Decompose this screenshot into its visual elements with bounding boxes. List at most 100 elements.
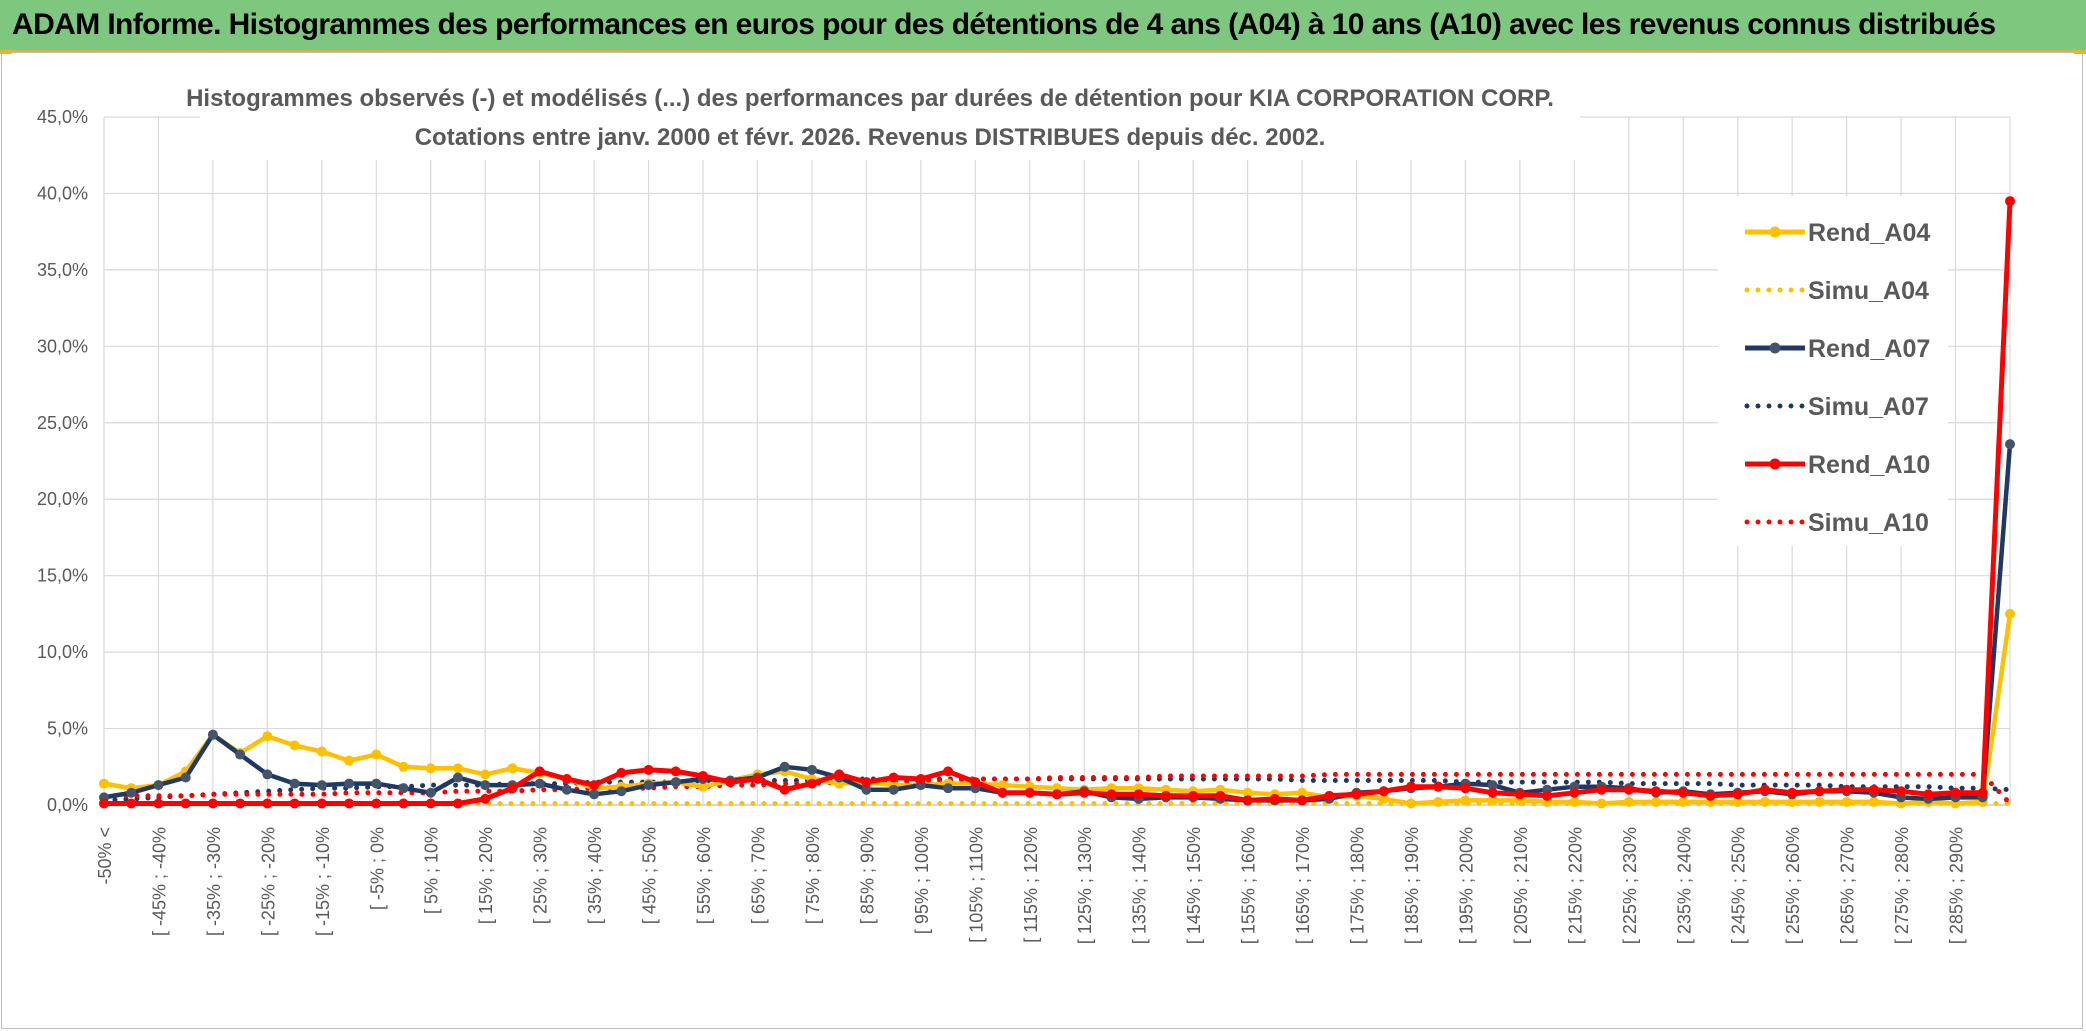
data-point bbox=[1024, 787, 1035, 798]
x-tick-label: [ 215% ; 220% bbox=[1565, 827, 1585, 944]
data-point bbox=[1678, 796, 1689, 807]
x-tick-label: [ 235% ; 240% bbox=[1674, 827, 1694, 944]
data-point bbox=[371, 778, 382, 789]
data-point bbox=[1324, 790, 1335, 801]
data-point bbox=[262, 798, 273, 809]
data-point bbox=[344, 778, 355, 789]
data-point bbox=[616, 767, 627, 778]
x-tick-label: [ 205% ; 210% bbox=[1511, 827, 1531, 944]
data-point bbox=[371, 798, 382, 809]
data-point bbox=[643, 780, 654, 791]
x-tick-label: [ 195% ; 200% bbox=[1456, 827, 1476, 944]
series-Rend_A04 bbox=[99, 608, 2015, 809]
data-point bbox=[371, 749, 382, 760]
legend-marker bbox=[1769, 458, 1781, 470]
x-tick-label: [ 65% ; 70% bbox=[748, 827, 768, 924]
x-tick-label: [ 155% ; 160% bbox=[1239, 827, 1259, 944]
corner-mark-right bbox=[2074, 50, 2086, 54]
data-point bbox=[806, 764, 817, 775]
data-point bbox=[1378, 793, 1389, 804]
series-line-Simu_A07 bbox=[101, 776, 2013, 803]
data-point bbox=[480, 780, 491, 791]
data-point bbox=[1569, 787, 1580, 798]
data-point bbox=[289, 778, 300, 789]
data-point bbox=[534, 778, 545, 789]
chart-frame bbox=[1, 52, 2083, 1029]
data-point bbox=[1569, 796, 1580, 807]
x-tick-label: [ 175% ; 180% bbox=[1348, 827, 1368, 944]
data-point bbox=[153, 780, 164, 791]
x-tick-label: [ 255% ; 260% bbox=[1783, 827, 1803, 944]
data-point bbox=[1351, 789, 1362, 800]
x-tick-label: [ 5% ; 10% bbox=[422, 827, 442, 914]
data-point bbox=[452, 763, 463, 774]
data-point bbox=[888, 784, 899, 795]
data-point bbox=[425, 787, 436, 798]
data-point bbox=[1487, 780, 1498, 791]
data-point bbox=[1787, 787, 1798, 798]
x-tick-label: [ 75% ; 80% bbox=[803, 827, 823, 924]
legend-marker bbox=[1769, 342, 1781, 354]
data-point bbox=[1623, 796, 1634, 807]
data-point bbox=[262, 731, 273, 742]
data-point bbox=[1732, 789, 1743, 800]
data-point bbox=[915, 774, 926, 785]
y-tick-label: 40,0% bbox=[37, 183, 88, 203]
data-point bbox=[398, 761, 409, 772]
data-point bbox=[698, 770, 709, 781]
data-point bbox=[452, 798, 463, 809]
data-point bbox=[99, 778, 109, 789]
x-tick-label: [ 185% ; 190% bbox=[1402, 827, 1422, 944]
data-point bbox=[316, 746, 327, 757]
data-point bbox=[1297, 795, 1308, 806]
data-point bbox=[1405, 781, 1416, 792]
data-point bbox=[1623, 784, 1634, 795]
y-tick-label: 30,0% bbox=[37, 336, 88, 356]
y-tick-label: 35,0% bbox=[37, 260, 88, 280]
data-point bbox=[289, 798, 300, 809]
data-point bbox=[970, 777, 981, 788]
data-point bbox=[1814, 786, 1825, 797]
x-tick-label: [ 225% ; 230% bbox=[1620, 827, 1640, 944]
data-point bbox=[452, 772, 463, 783]
data-point bbox=[480, 769, 491, 780]
x-axis-ticks: -50% < [ -45% ; -40% [ -35% ; -30% [ -25% ;… bbox=[95, 827, 1967, 944]
legend-label: Simu_A04 bbox=[1808, 277, 1929, 305]
data-point bbox=[589, 780, 600, 791]
x-tick-label: [ 275% ; 280% bbox=[1892, 827, 1912, 944]
legend-item-Rend_A07: Rend_A07 bbox=[1745, 335, 1930, 363]
x-tick-label: [ 135% ; 140% bbox=[1130, 827, 1150, 944]
report-title: ADAM Informe. Histogrammes des performan… bbox=[12, 8, 1996, 41]
data-point bbox=[262, 769, 273, 780]
x-tick-label: [ 285% ; 290% bbox=[1947, 827, 1967, 944]
x-tick-label: [ 25% ; 30% bbox=[531, 827, 551, 924]
data-point bbox=[1759, 796, 1770, 807]
data-point bbox=[1215, 790, 1226, 801]
chart-title-block: Histogrammes observés (-) et modélisés (… bbox=[186, 76, 1580, 160]
data-point bbox=[398, 798, 409, 809]
x-tick-label: [ 55% ; 60% bbox=[694, 827, 714, 924]
data-point bbox=[997, 787, 1008, 798]
data-point bbox=[289, 740, 300, 751]
data-point bbox=[779, 761, 790, 772]
data-point bbox=[180, 798, 191, 809]
x-tick-label: [ 115% ; 120% bbox=[1021, 827, 1041, 943]
legend-label: Rend_A04 bbox=[1808, 219, 1930, 247]
data-point bbox=[1269, 793, 1280, 804]
data-point bbox=[1868, 784, 1879, 795]
y-tick-label: 0,0% bbox=[47, 795, 88, 815]
data-point bbox=[1242, 795, 1253, 806]
y-tick-label: 10,0% bbox=[37, 642, 88, 662]
x-tick-label: [ -35% ; -30% bbox=[204, 827, 224, 936]
data-point bbox=[670, 766, 681, 777]
data-point bbox=[1433, 796, 1444, 807]
series-Simu_A07 bbox=[101, 776, 2013, 803]
data-point bbox=[589, 789, 600, 800]
data-point bbox=[1106, 789, 1117, 800]
legend: Rend_A04 Simu_A04 Rend_A07 Simu_A07 Rend_A10… bbox=[1718, 196, 1948, 546]
corner-mark-left bbox=[0, 50, 12, 54]
x-tick-label: [ 95% ; 100% bbox=[912, 827, 932, 934]
x-tick-label: [ -15% ; -10% bbox=[313, 827, 333, 936]
y-tick-label: 15,0% bbox=[37, 566, 88, 586]
